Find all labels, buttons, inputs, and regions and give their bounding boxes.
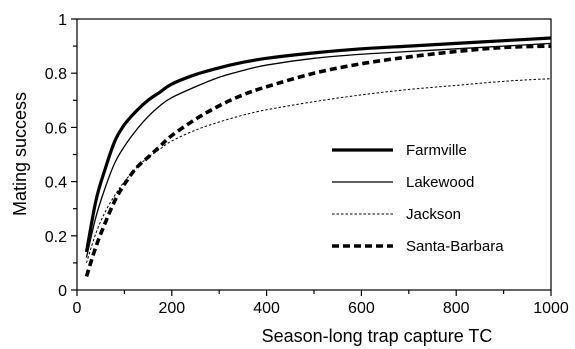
x-tick-label: 200 (158, 300, 185, 317)
x-axis-ticks: 0 200 400 600 800 1000 (73, 290, 569, 317)
y-tick-label: 0.4 (45, 175, 67, 192)
series-line-lakewood (85, 42, 552, 258)
y-tick-label: 0.2 (45, 229, 67, 246)
x-axis-title: Season-long trap capture TC (262, 326, 493, 346)
x-tick-label: 600 (348, 300, 375, 317)
y-tick-label: 0.8 (45, 66, 67, 83)
legend-label-santa-barbara: Santa-Barbara (406, 238, 504, 255)
legend-label-farmville: Farmville (406, 142, 467, 159)
series-line-farmville (84, 36, 552, 253)
legend: Farmville Lakewood Jackson Santa-Barbara (332, 142, 504, 255)
legend-label-lakewood: Lakewood (406, 174, 474, 191)
y-tick-label: 0 (58, 283, 67, 300)
x-tick-label: 800 (443, 300, 470, 317)
y-tick-label: 1 (58, 12, 67, 29)
series-line-jackson (86, 78, 552, 264)
series-line-santa-barbara (84, 44, 552, 277)
x-tick-label: 1000 (533, 300, 569, 317)
series-lines (84, 36, 552, 277)
y-axis-ticks: 0 0.2 0.4 0.6 0.8 1 (45, 12, 77, 300)
x-tick-label: 0 (73, 300, 82, 317)
y-tick-label: 0.6 (45, 120, 67, 137)
y-axis-title: Mating success (10, 92, 30, 216)
legend-label-jackson: Jackson (406, 206, 461, 223)
x-tick-label: 400 (253, 300, 280, 317)
